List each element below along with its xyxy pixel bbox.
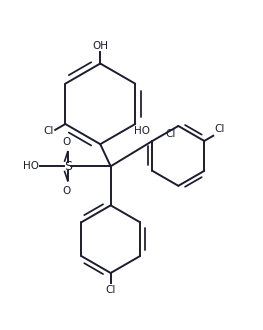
Text: O: O (62, 137, 70, 147)
Text: O: O (62, 185, 70, 196)
Text: HO: HO (23, 161, 39, 171)
Text: Cl: Cl (43, 126, 54, 136)
Text: Cl: Cl (215, 124, 225, 134)
Text: Cl: Cl (165, 129, 176, 139)
Text: Cl: Cl (105, 285, 116, 295)
Text: HO: HO (134, 126, 150, 136)
Text: S: S (64, 160, 72, 173)
Text: OH: OH (92, 41, 108, 50)
